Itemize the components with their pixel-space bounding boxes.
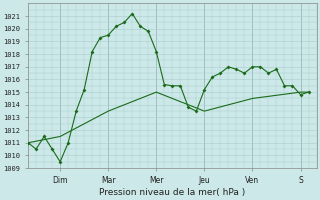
X-axis label: Pression niveau de la mer( hPa ): Pression niveau de la mer( hPa ) — [99, 188, 245, 197]
